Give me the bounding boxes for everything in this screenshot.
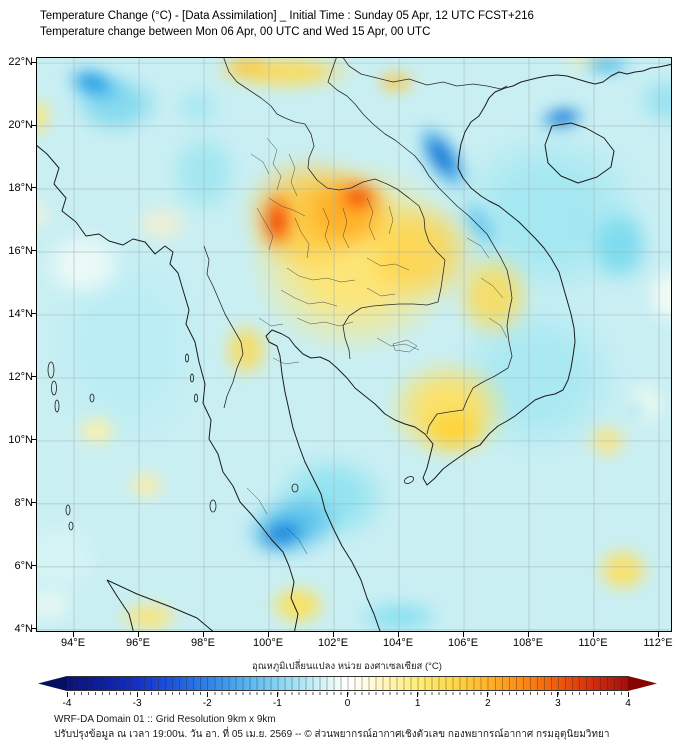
colorbar-underflow-arrow [38, 676, 67, 691]
colorbar-tick-label: 1 [414, 698, 421, 709]
lon-tick-mark [332, 632, 334, 637]
colorbar-segment-lines [67, 677, 628, 690]
colorbar-major-tick [557, 692, 559, 697]
colorbar-major-tick [487, 692, 489, 697]
title-block: Temperature Change (°C) - [Data Assimila… [40, 8, 534, 40]
lon-tick-mark [527, 632, 529, 637]
colorbar-title: อุณหภูมิเปลี่ยนแปลง หน่วย องศาเซลเซียส (… [252, 661, 442, 672]
lon-tick-label: 102°E [317, 637, 349, 649]
colorbar-ticks [0, 692, 676, 698]
lon-tick-mark [202, 632, 204, 637]
lon-tick-label: 98°E [191, 637, 216, 649]
lat-tick-label: 18°N [8, 181, 33, 194]
anomaly-blob [263, 195, 292, 250]
lat-tick-mark [31, 502, 36, 504]
coastlines [37, 63, 671, 631]
lat-tick-mark [31, 124, 36, 126]
anomaly-blob [121, 195, 202, 252]
lat-tick-label: 6°N [14, 559, 33, 572]
colorbar-tick-label: 3 [555, 698, 561, 709]
lat-tick-mark [31, 61, 36, 63]
lon-tick-mark [462, 632, 464, 637]
map-area [36, 57, 672, 632]
lon-tick-mark [592, 632, 594, 637]
colorbar-major-tick [347, 692, 348, 697]
lat-tick-label: 16°N [8, 244, 33, 257]
lon-tick-mark [137, 632, 139, 637]
colorbar-tick-label: -4 [62, 698, 72, 709]
colorbar-overflow-arrow [628, 676, 657, 691]
lat-tick-mark [31, 187, 36, 189]
colorbar-major-tick [206, 692, 208, 697]
anomaly-blob [66, 407, 127, 456]
colorbar-tick-label: 2 [484, 698, 491, 709]
anomaly-blob [365, 63, 426, 100]
lat-tick-mark [31, 565, 36, 567]
lat-tick-label: 14°N [8, 307, 33, 320]
anomaly-blob [626, 400, 647, 419]
colorbar-tick-label: 0 [344, 698, 351, 709]
colorbar-major-tick [66, 692, 68, 697]
lon-tick-mark [397, 632, 399, 637]
colorbar-major-tick [627, 692, 629, 697]
anomaly-blob [37, 188, 55, 241]
lon-tick-mark [657, 632, 659, 637]
anomaly-blob [583, 536, 664, 605]
lon-tick-mark [267, 632, 269, 637]
lon-tick-label: 108°E [512, 637, 544, 649]
lat-tick-label: 10°N [8, 433, 33, 446]
lat-tick-label: 22°N [8, 56, 33, 69]
lat-tick-label: 12°N [8, 370, 33, 383]
lat-tick-mark [31, 313, 36, 315]
anomaly-blob [117, 462, 174, 507]
lon-tick-label: 96°E [126, 637, 151, 649]
colorbar-major-tick [136, 692, 138, 697]
anomaly-blob [571, 58, 644, 80]
lat-tick-label: 8°N [14, 496, 33, 509]
province-borders [246, 137, 508, 555]
graticule [37, 58, 671, 631]
lon-tick-label: 94°E [61, 637, 86, 649]
country-borders [203, 58, 513, 435]
chart-subtitle: Temperature change between Mon 06 Apr, 0… [40, 26, 431, 38]
lon-tick-label: 110°E [578, 637, 608, 649]
lat-tick-mark [31, 628, 36, 630]
colorbar-tick-label: -2 [202, 698, 212, 709]
anomaly-blob [406, 397, 503, 466]
islands [47, 353, 415, 531]
footer-update-info: ปรับปรุงข้อมูล ณ เวลา 19:00น. วัน อา. ที… [54, 729, 610, 740]
lat-tick-label: 4°N [14, 622, 33, 635]
lon-tick-label: 100°E [252, 637, 284, 649]
colorbar-tick-labels: -4 -3 -2 -1 0 1 2 3 4 [0, 698, 676, 710]
anomaly-blob [37, 86, 59, 147]
colorbar-tick-label: 4 [625, 698, 631, 709]
lon-tick-label: 112°E [643, 637, 673, 649]
footer: WRF-DA Domain 01 :: Grid Resolution 9km … [54, 712, 609, 742]
footer-domain-info: WRF-DA Domain 01 :: Grid Resolution 9km … [54, 714, 276, 725]
lat-tick-mark [31, 250, 36, 252]
lat-tick-mark [31, 439, 36, 441]
lon-tick-mark [72, 632, 74, 637]
colorbar-major-tick [276, 692, 278, 697]
colorbar-tick-label: -3 [132, 698, 142, 709]
lon-tick-label: 106°E [447, 637, 479, 649]
anomaly-blob [256, 574, 341, 631]
colorbar-major-tick [417, 692, 419, 697]
colorbar-gradient [67, 676, 628, 691]
lat-tick-mark [31, 376, 36, 378]
chart-title: Temperature Change (°C) - [Data Assimila… [40, 10, 534, 22]
colorbar-tick-label: -1 [272, 698, 282, 709]
lat-tick-label: 20°N [8, 119, 33, 132]
lon-tick-label: 104°E [382, 637, 414, 649]
map-overlay-svg [37, 58, 671, 631]
